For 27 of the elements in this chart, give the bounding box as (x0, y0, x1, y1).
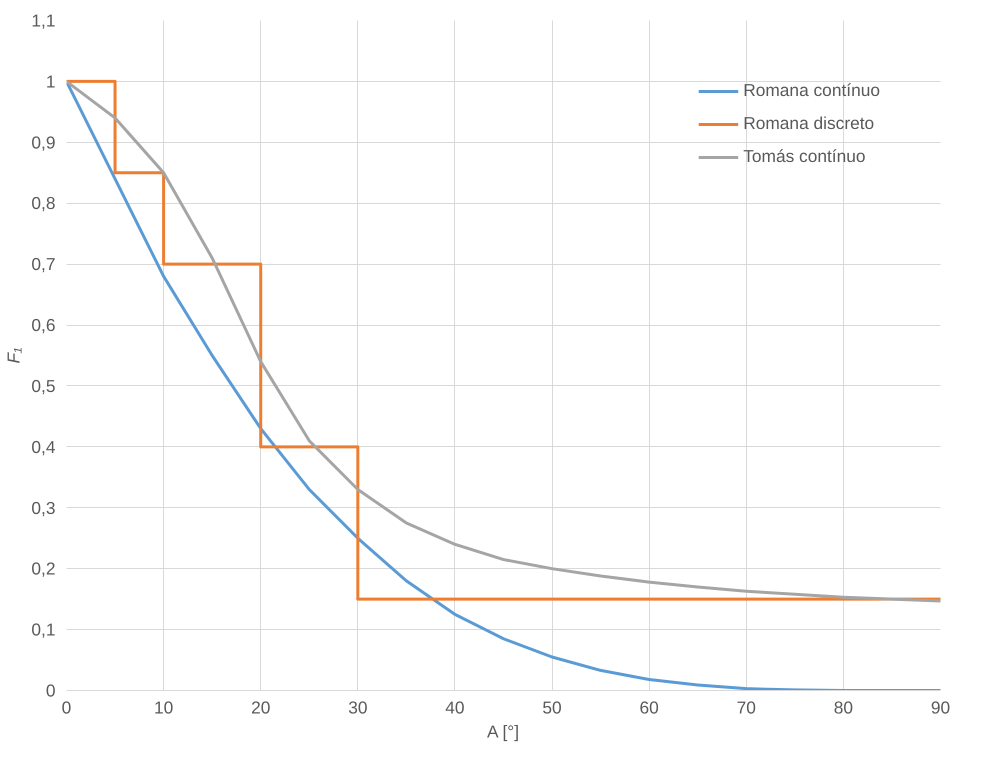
x-tick-label: 40 (445, 698, 465, 718)
x-tick-label: 50 (542, 698, 562, 718)
y-tick-label: 0,2 (31, 558, 56, 579)
y-tick-label: 0,4 (31, 436, 56, 457)
y-tick-label: 0,3 (31, 498, 56, 518)
legend-label: Romana discreto (743, 113, 874, 134)
x-tick-label: 70 (736, 698, 756, 718)
x-tick-label: 60 (640, 698, 659, 718)
y-tick-label: 0 (46, 680, 56, 700)
x-tick-label: 30 (348, 698, 368, 718)
y-tick-label: 0,1 (31, 620, 56, 640)
x-tick-label: 20 (251, 698, 270, 718)
x-tick-label: 90 (930, 698, 950, 718)
y-tick-label: 0,7 (31, 254, 56, 274)
y-tick-label: 1,1 (31, 10, 56, 30)
x-tick-label: 10 (154, 698, 174, 718)
x-axis-title: A [°] (487, 722, 520, 742)
y-tick-label: 0,6 (31, 315, 56, 336)
y-tick-label: 0,8 (31, 193, 56, 214)
y-tick-label: 1 (46, 71, 56, 92)
y-tick-label: 0,9 (31, 132, 56, 152)
x-tick-label: 0 (62, 698, 72, 718)
y-tick-label: 0,5 (31, 376, 56, 396)
x-tick-label: 80 (834, 698, 854, 718)
legend-label: Tomás contínuo (743, 146, 866, 167)
y-axis-title: F₁ (3, 346, 24, 364)
legend-label: Romana contínuo (743, 80, 880, 101)
